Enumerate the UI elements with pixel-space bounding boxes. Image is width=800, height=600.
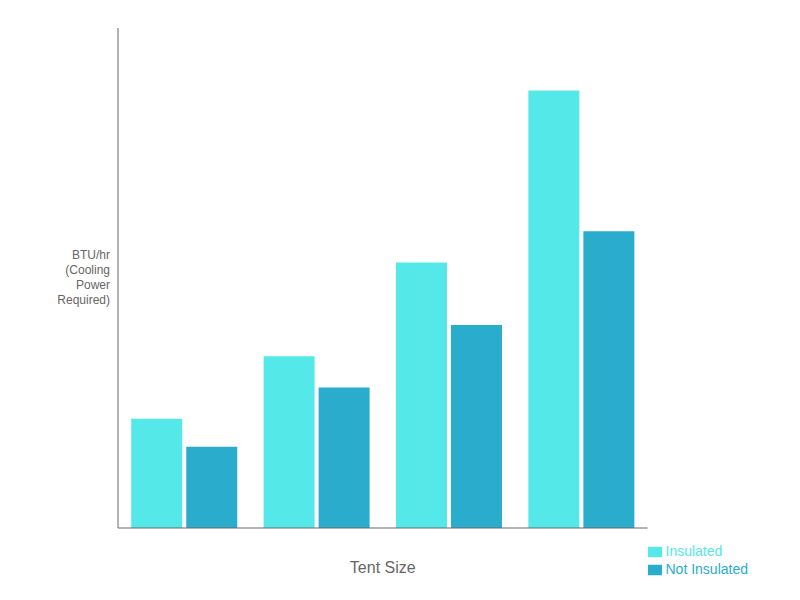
html-text:Not Insulated: Not Insulated	[665, 561, 748, 577]
svg-text:Tent Size: Tent Size	[350, 559, 416, 576]
html-text:Insulated: Insulated	[665, 543, 723, 559]
svg-text:BTU/hr(CoolingPowerRequired): BTU/hr(CoolingPowerRequired)	[57, 248, 110, 307]
